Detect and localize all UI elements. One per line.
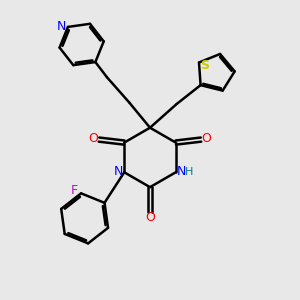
Text: N: N: [57, 20, 66, 33]
Text: O: O: [201, 132, 211, 145]
Text: H: H: [185, 167, 193, 177]
Text: N: N: [114, 165, 124, 178]
Text: N: N: [176, 165, 186, 178]
Text: F: F: [71, 184, 78, 197]
Text: O: O: [145, 211, 155, 224]
Text: O: O: [89, 132, 99, 145]
Text: S: S: [200, 59, 209, 72]
